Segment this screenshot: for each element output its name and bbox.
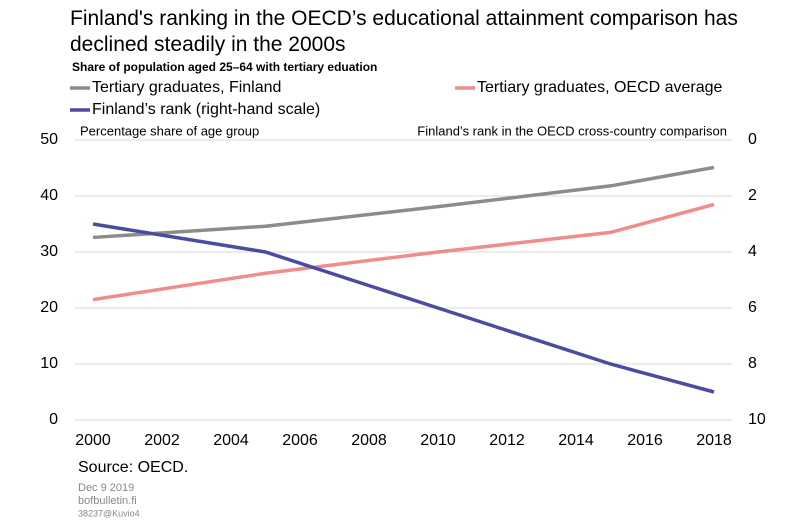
y-axis-label: Percentage share of age group (80, 123, 259, 138)
x-tick-label: 2000 (75, 432, 111, 449)
x-tick-label: 2016 (627, 432, 663, 449)
date: Dec 9 2019 (78, 482, 134, 494)
x-tick-label: 2004 (213, 432, 249, 449)
x-tick-label: 2008 (351, 432, 387, 449)
y-tick-label: 0 (49, 411, 58, 428)
x-tick-label: 2012 (489, 432, 525, 449)
y-tick-label: 20 (40, 299, 58, 316)
legend-label: Tertiary graduates, OECD average (477, 79, 723, 96)
y-tick-label: 30 (40, 243, 58, 260)
site: bofbulletin.fi (78, 495, 137, 507)
series-line (92, 222, 715, 394)
x-tick-label: 2006 (282, 432, 318, 449)
source: Source: OECD. (78, 459, 188, 476)
y2-tick-label: 0 (748, 131, 757, 148)
code: 38237@Kuvio4 (78, 508, 140, 518)
y2-tick-label: 4 (748, 243, 757, 260)
y-tick-label: 40 (40, 187, 58, 204)
y2-tick-label: 8 (748, 355, 757, 372)
x-tick-label: 2010 (420, 432, 456, 449)
x-tick-label: 2018 (696, 432, 732, 449)
y-tick-label: 10 (40, 355, 58, 372)
y-tick-label: 50 (40, 131, 58, 148)
y2-tick-label: 6 (748, 299, 757, 316)
subtitle: Share of population aged 25–64 with tert… (72, 60, 377, 74)
legend-label: Finland’s rank (right-hand scale) (92, 101, 320, 118)
y2-axis-label: Finland’s rank in the OECD cross-country… (417, 123, 727, 138)
x-tick-label: 2002 (144, 432, 180, 449)
series-line (92, 202, 715, 302)
y2-tick-label: 10 (748, 411, 766, 428)
x-tick-label: 2014 (558, 432, 594, 449)
series-line (92, 165, 715, 240)
legend-label: Tertiary graduates, Finland (92, 79, 281, 96)
y2-tick-label: 2 (748, 187, 757, 204)
chart-title: Finland's ranking in the OECD’s educatio… (70, 7, 738, 56)
